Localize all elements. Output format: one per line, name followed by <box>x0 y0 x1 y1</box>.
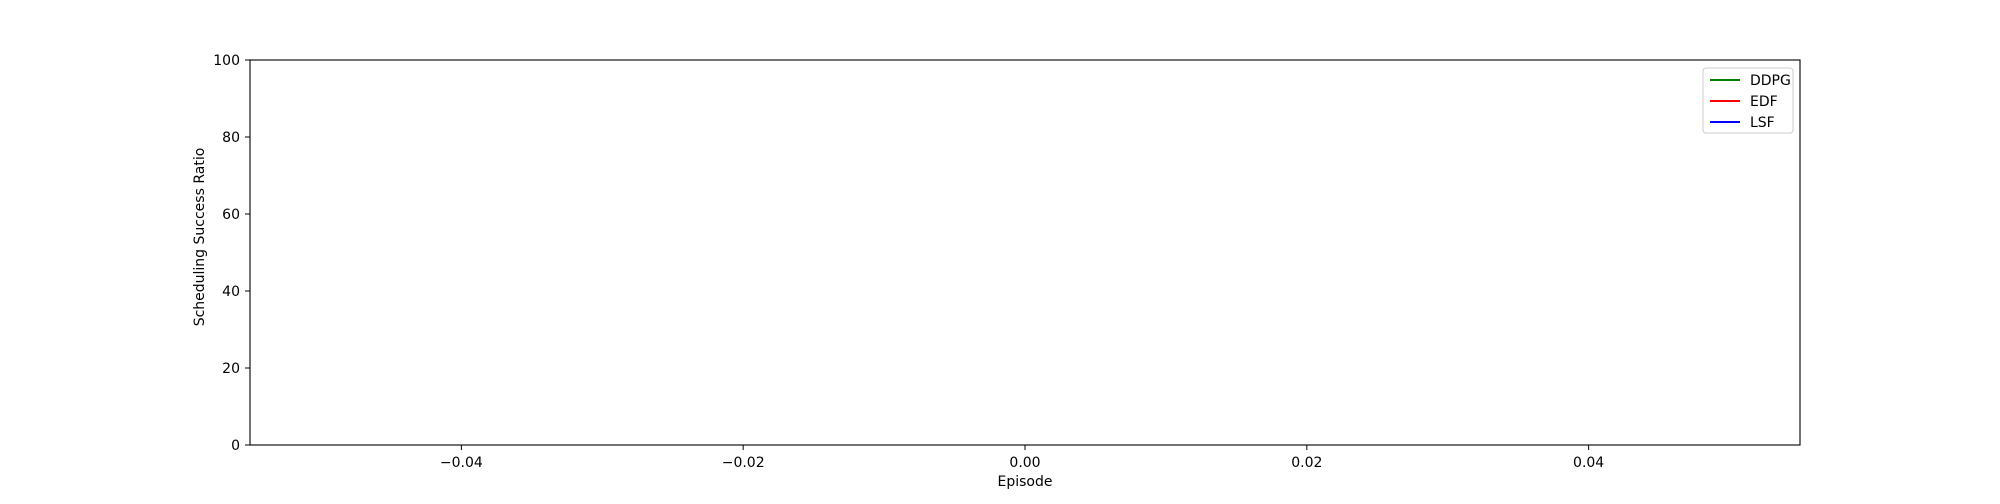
y-tick-label: 0 <box>231 438 240 454</box>
plot-area <box>249 59 1801 446</box>
x-tick-label: 0.04 <box>1573 455 1604 471</box>
x-tick-label: 0.00 <box>1009 455 1040 471</box>
legend-box <box>1702 67 1794 134</box>
legend-label-ddpg: DDPG <box>1750 73 1791 89</box>
x-tick-label: −0.02 <box>722 455 765 471</box>
x-axis-ticks: −0.04 −0.02 0.00 0.02 0.04 <box>440 445 1604 471</box>
y-tick-label: 80 <box>222 130 240 146</box>
y-axis-ticks: 0 20 40 60 80 100 <box>213 53 250 454</box>
x-axis-label: Episode <box>998 474 1053 490</box>
y-tick-label: 20 <box>222 361 240 377</box>
y-tick-label: 40 <box>222 284 240 300</box>
legend: DDPG EDF LSF <box>1702 67 1794 134</box>
y-tick-label: 60 <box>222 207 240 223</box>
y-axis-label: Scheduling Success Ratio <box>192 148 208 327</box>
legend-label-edf: EDF <box>1750 94 1778 110</box>
y-tick-label: 100 <box>213 53 240 69</box>
x-tick-label: 0.02 <box>1291 455 1322 471</box>
legend-label-lsf: LSF <box>1750 115 1775 131</box>
x-tick-label: −0.04 <box>440 455 483 471</box>
